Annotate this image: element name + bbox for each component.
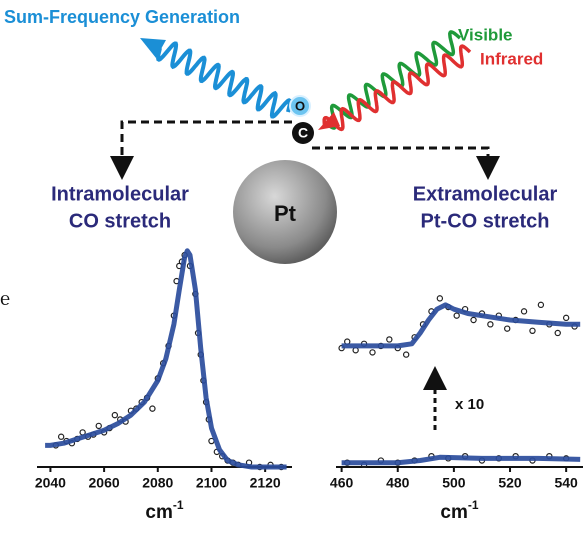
data-point: [520, 308, 528, 315]
fit-line: [341, 302, 581, 349]
x-tick-label: 500: [442, 475, 466, 491]
beams: [140, 30, 472, 132]
data-point: [529, 327, 536, 334]
dashed-arrow: [110, 120, 292, 180]
data-point: [504, 325, 511, 332]
fit-line: [45, 248, 287, 470]
x-tick-label: 540: [554, 475, 578, 491]
beam-wave: [323, 30, 462, 130]
data-point: [470, 316, 477, 324]
beam-wave: [156, 41, 292, 119]
atom-label: Pt: [274, 201, 297, 226]
label-sup: -1: [173, 498, 184, 512]
beam-arrow: [140, 38, 166, 58]
x-axis-label: cm-1: [145, 498, 183, 523]
x-tick-label: 2060: [89, 475, 120, 491]
data-point: [402, 351, 410, 358]
atom-label: C: [298, 125, 308, 141]
data-point: [554, 329, 561, 337]
beam-label: Visible: [458, 25, 513, 44]
data-point: [436, 295, 444, 302]
carbon-atom: [292, 122, 314, 144]
data-point: [487, 321, 494, 328]
data-point: [369, 349, 376, 356]
x-tick-label: 520: [498, 475, 522, 491]
data-point: [95, 422, 102, 430]
panel-label: Extramolecular: [413, 183, 558, 205]
data-point: [352, 347, 359, 354]
data-point: [386, 336, 393, 343]
label-base: cm: [145, 502, 172, 523]
x-tick-label: 2040: [35, 475, 66, 491]
label-base: cm: [440, 502, 467, 523]
data-point: [149, 405, 156, 412]
label-sup: -1: [468, 498, 479, 512]
x-tick-label: 2120: [250, 475, 281, 491]
x-tick-label: 2100: [196, 475, 227, 491]
beam-arrow: [318, 112, 340, 130]
oxygen-atom: [289, 95, 311, 117]
x-tick-label: 480: [386, 475, 410, 491]
data-point: [562, 314, 570, 322]
panel-label: CO stretch: [69, 210, 171, 232]
atom-label: O: [295, 98, 305, 113]
panel-label: Intramolecular: [51, 183, 189, 205]
pt-sphere: [233, 160, 337, 264]
data-point: [453, 312, 460, 319]
beam-wave: [322, 44, 472, 132]
scale-note: x 10: [455, 396, 484, 413]
x-tick-label: 460: [330, 475, 354, 491]
dashed-arrow: [312, 146, 500, 180]
beam-label: Infrared: [480, 49, 543, 68]
edge-text: le: [0, 288, 11, 310]
data-point: [537, 301, 545, 309]
data-point: [57, 433, 65, 440]
title: Sum-Frequency Generation: [4, 7, 240, 27]
x-axis-label: cm-1: [440, 498, 478, 523]
panel-label: Pt-CO stretch: [421, 210, 550, 232]
x-tick-label: 2080: [142, 475, 173, 491]
data-point: [111, 411, 119, 419]
fit-line: [341, 454, 581, 466]
